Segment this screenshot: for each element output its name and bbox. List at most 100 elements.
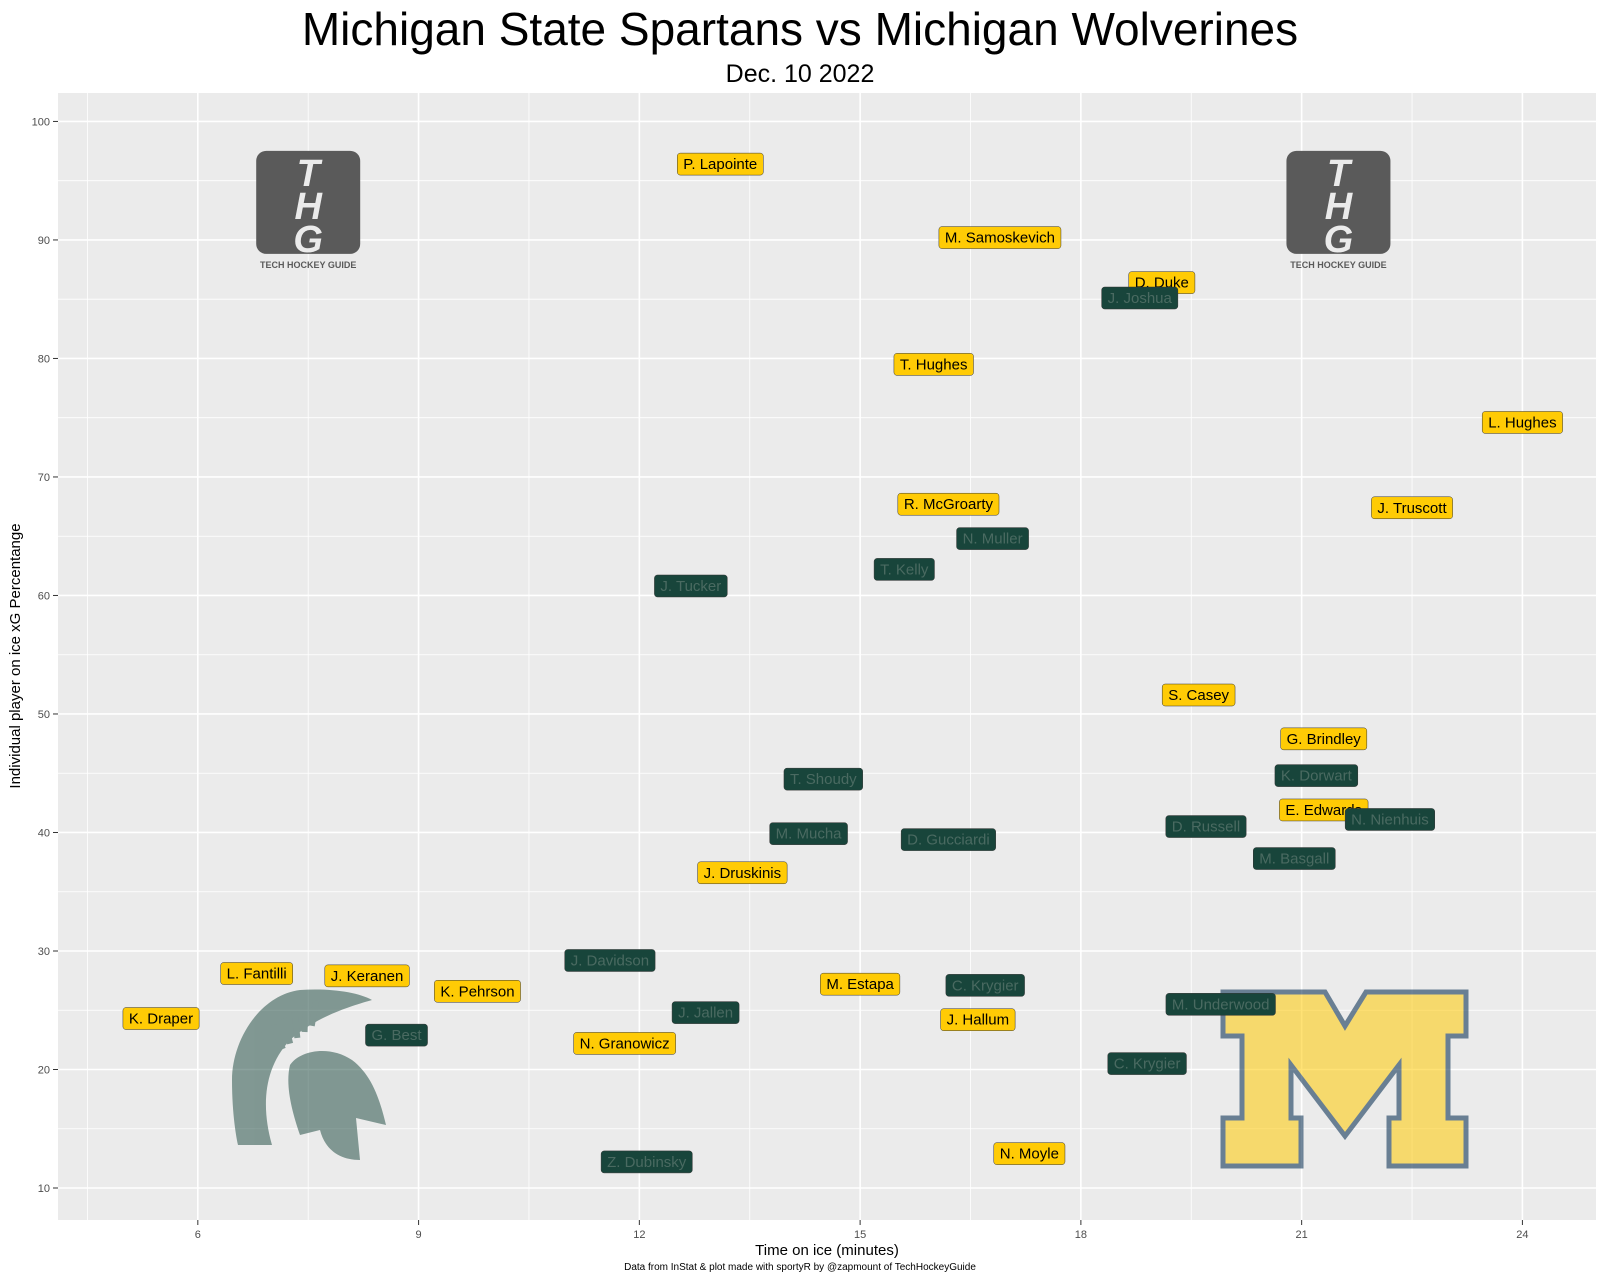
- player-name: D. Gucciardi: [907, 832, 990, 849]
- player-name: P. Lapointe: [683, 156, 757, 173]
- player-label: T. Kelly: [873, 558, 935, 581]
- player-name: K. Pehrson: [440, 983, 514, 1000]
- player-label: J. Keranen: [324, 964, 410, 988]
- player-name: M. Mucha: [776, 826, 843, 843]
- player-label: G. Best: [365, 1023, 428, 1047]
- label-box: [1253, 847, 1336, 870]
- label-box: [573, 1032, 676, 1055]
- player-label: R. McGroarty: [897, 492, 1000, 516]
- player-name: N. Granowicz: [580, 1035, 670, 1052]
- label-box: [993, 1142, 1066, 1165]
- player-name: N. Moyle: [1000, 1146, 1059, 1163]
- label-box: [654, 574, 728, 598]
- label-box: [940, 1008, 1016, 1031]
- player-label: C. Krygier: [1107, 1052, 1187, 1075]
- player-label: L. Hughes: [1481, 411, 1563, 434]
- player-name: K. Draper: [129, 1011, 193, 1028]
- player-name: J. Truscott: [1377, 500, 1447, 517]
- player-label: T. Shoudy: [783, 767, 863, 791]
- axes: 6 9 12 15 18 21 24 10 20 30 40 50 60 70 80 90 100: [32, 116, 1529, 1241]
- player-name: J. Hallum: [947, 1012, 1010, 1029]
- player-name: G. Best: [371, 1027, 422, 1044]
- player-label: Z. Dubinsky: [600, 1150, 693, 1174]
- label-box: [1481, 411, 1563, 434]
- player-name: M. Underwood: [1172, 996, 1270, 1013]
- label-box: [1165, 815, 1247, 838]
- y-tick-label: 10: [38, 1183, 50, 1195]
- player-label: K. Dorwart: [1274, 764, 1359, 787]
- label-box: [671, 1001, 740, 1024]
- player-name: C. Krygier: [1114, 1056, 1181, 1073]
- player-label: M. Samoskevich: [938, 226, 1062, 249]
- player-label: D. Gucciardi: [900, 828, 996, 851]
- player-name: N. Nienhuis: [1351, 811, 1429, 828]
- y-tick-label: 90: [38, 235, 50, 247]
- label-box: [783, 767, 863, 791]
- label-box: [564, 949, 656, 972]
- player-label: N. Nienhuis: [1344, 808, 1435, 831]
- label-box: [1107, 1052, 1187, 1075]
- label-box: [1165, 993, 1276, 1016]
- x-tick-label: 21: [1296, 1229, 1308, 1241]
- label-box: [122, 1007, 200, 1030]
- x-tick-label: 15: [854, 1229, 866, 1241]
- label-box: [1371, 496, 1453, 520]
- thg-logo-letter: G: [293, 219, 323, 261]
- label-box: [1274, 764, 1359, 787]
- chart-subtitle: Dec. 10 2022: [725, 60, 875, 88]
- player-name: J. Keranen: [331, 968, 404, 985]
- thg-logo-letter: G: [1324, 219, 1354, 261]
- thg-logo-letter: H: [1325, 186, 1354, 228]
- label-box: [820, 972, 901, 996]
- label-box: [893, 353, 974, 376]
- label-box: [956, 527, 1029, 550]
- label-box: [220, 962, 293, 985]
- player-name: E. Edwards: [1285, 802, 1362, 819]
- player-label: J. Hallum: [940, 1008, 1016, 1031]
- y-tick-label: 80: [38, 353, 50, 365]
- player-name: J. Tucker: [660, 578, 721, 595]
- player-label: N. Muller: [956, 527, 1029, 550]
- y-tick-label: 50: [38, 709, 50, 721]
- player-name: Z. Dubinsky: [607, 1154, 687, 1171]
- player-name: J. Davidson: [571, 952, 649, 969]
- player-label: J. Jallen: [671, 1001, 740, 1024]
- player-label: K. Draper: [122, 1007, 200, 1030]
- label-box: [769, 822, 848, 845]
- y-tick-label: 60: [38, 590, 50, 602]
- player-label: M. Basgall: [1253, 847, 1336, 870]
- player-label: K. Pehrson: [434, 980, 521, 1003]
- player-label: J. Tucker: [654, 574, 728, 598]
- player-label: J. Truscott: [1371, 496, 1453, 520]
- x-tick-label: 24: [1516, 1229, 1528, 1241]
- label-box: [1280, 727, 1368, 751]
- player-name: M. Samoskevich: [945, 230, 1055, 247]
- y-axis-title: Individual player on ice xG Percentange: [7, 523, 24, 788]
- label-box: [897, 492, 1000, 516]
- player-label: D. Russell: [1165, 815, 1247, 838]
- block-m-icon: [1220, 989, 1469, 1169]
- label-box: [1101, 286, 1179, 310]
- player-name: M. Estapa: [826, 976, 894, 993]
- player-label: S. Casey: [1161, 683, 1236, 707]
- player-name: M. Basgall: [1259, 851, 1329, 868]
- player-label: J. Davidson: [564, 949, 656, 972]
- thg-logo-letter: T: [297, 153, 323, 195]
- player-name: T. Hughes: [900, 356, 968, 373]
- label-box: [1344, 808, 1435, 831]
- player-label: N. Moyle: [993, 1142, 1066, 1165]
- x-axis-title: Time on ice (minutes): [755, 1242, 899, 1259]
- player-label: N. Granowicz: [573, 1032, 676, 1055]
- player-name: T. Shoudy: [790, 771, 857, 788]
- y-tick-label: 20: [38, 1064, 50, 1076]
- player-label: J. Joshua: [1101, 286, 1179, 310]
- label-box: [938, 226, 1062, 249]
- x-tick-label: 9: [416, 1229, 422, 1241]
- y-tick-label: 70: [38, 472, 50, 484]
- label-box: [900, 828, 996, 851]
- player-label: M. Estapa: [820, 972, 901, 996]
- player-name: L. Hughes: [1488, 414, 1556, 431]
- label-box: [600, 1150, 693, 1174]
